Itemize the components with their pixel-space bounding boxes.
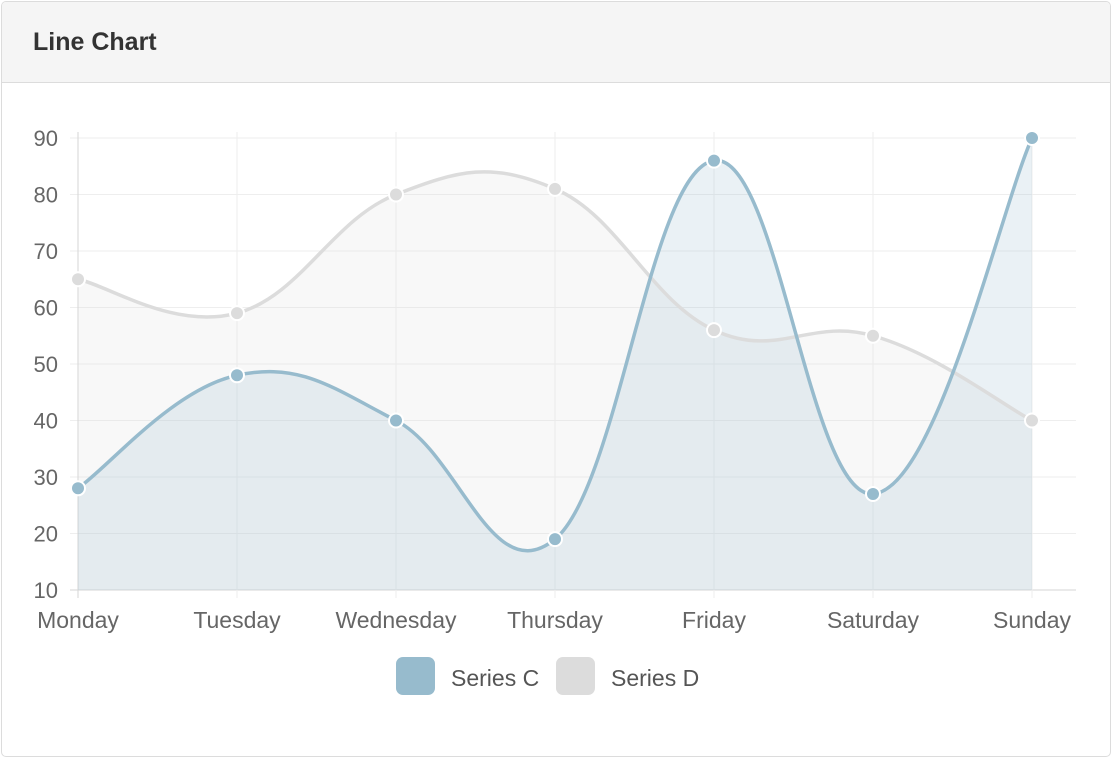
data-point[interactable] [70,480,86,497]
y-tick-label: 30 [34,465,58,490]
y-tick-label: 40 [34,409,58,434]
legend-label: Series D [611,665,699,691]
y-tick-label: 60 [34,296,58,321]
data-point[interactable] [388,412,404,429]
y-tick-label: 10 [34,578,58,603]
x-tick-label: Monday [37,607,119,633]
panel-heading: Line Chart [2,2,1110,83]
x-tick-label: Saturday [827,607,920,633]
series-series-d-area [78,171,1032,591]
series-series-c-area [78,138,1032,590]
data-point[interactable] [1024,412,1040,429]
data-point[interactable] [547,180,563,197]
data-point[interactable] [229,305,245,322]
data-point[interactable] [547,531,563,548]
data-point[interactable] [1024,130,1040,146]
data-point[interactable] [229,367,245,384]
data-point[interactable] [865,485,881,502]
data-point[interactable] [388,186,404,203]
y-tick-label: 50 [34,352,58,377]
data-point[interactable] [865,327,881,344]
panel-title: Line Chart [33,27,157,56]
data-point[interactable] [70,271,86,288]
data-point[interactable] [706,152,722,169]
y-tick-label: 90 [34,126,58,151]
y-tick-label: 70 [34,239,58,264]
data-point[interactable] [706,322,722,339]
legend-label: Series C [451,665,539,691]
y-tick-label: 80 [34,183,58,208]
x-tick-label: Tuesday [193,607,281,633]
x-tick-label: Sunday [993,607,1072,633]
legend-swatch [396,657,435,695]
series-series-c-line [76,137,1034,553]
y-tick-label: 20 [34,522,58,547]
x-tick-label: Thursday [507,607,603,633]
x-tick-label: Friday [682,607,746,633]
x-tick-label: Wednesday [335,607,457,633]
legend-swatch [556,657,595,695]
